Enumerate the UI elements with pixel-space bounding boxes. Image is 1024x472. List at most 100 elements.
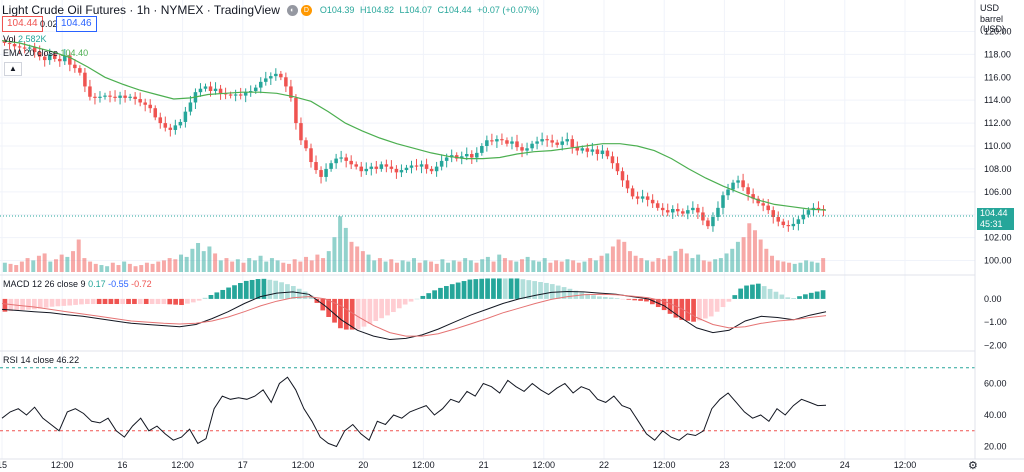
volume-bar bbox=[809, 261, 814, 272]
candle bbox=[464, 154, 469, 157]
price-tick-label: 110.00 bbox=[984, 141, 1011, 151]
volume-bar bbox=[321, 258, 326, 272]
symbol-title[interactable]: Light Crude Oil Futures · 1h · NYMEX · T… bbox=[2, 3, 280, 17]
macd-histogram-bar bbox=[185, 298, 190, 304]
unit-selector[interactable]: barrel (USD) bbox=[980, 14, 1005, 34]
time-tick-label: 12:00 bbox=[533, 460, 556, 470]
ohlc-change: +0.07 (+0.07%) bbox=[477, 5, 540, 15]
candle bbox=[726, 189, 730, 196]
rsi-tick-label: 40.00 bbox=[984, 410, 1007, 420]
volume-bar bbox=[468, 260, 473, 272]
candle bbox=[188, 102, 193, 112]
macd-histogram-bar bbox=[797, 296, 802, 299]
buy-price-button[interactable]: 104.46 bbox=[56, 16, 97, 32]
time-axis[interactable]: 15 12:00 16 12:00 17 12:00 20 12:00 21 12:00 22 12:… bbox=[0, 460, 916, 470]
macd-histogram-bar bbox=[137, 298, 143, 305]
macd-histogram-bar bbox=[720, 298, 726, 308]
volume-bar bbox=[292, 259, 297, 272]
volume-bar bbox=[514, 261, 519, 272]
volume-bar bbox=[269, 258, 274, 272]
macd-histogram-bar bbox=[502, 278, 508, 299]
volume-bar bbox=[775, 260, 780, 272]
candle bbox=[645, 196, 650, 200]
currency-selector[interactable]: USD bbox=[980, 3, 1000, 13]
macd-histogram-bar bbox=[84, 298, 90, 305]
volume-bar bbox=[144, 262, 149, 272]
macd-histogram-bar bbox=[126, 298, 131, 305]
candle bbox=[409, 165, 414, 168]
volume-bar bbox=[605, 253, 610, 272]
macd-histogram-bar bbox=[544, 282, 549, 299]
volume-bar bbox=[787, 262, 792, 272]
macd-histogram-bar bbox=[214, 292, 220, 299]
volume-bar bbox=[53, 259, 58, 272]
macd-histogram-bar bbox=[67, 298, 73, 306]
macd-histogram-bar bbox=[226, 287, 231, 299]
time-tick-label: 12:00 bbox=[653, 460, 676, 470]
candle bbox=[334, 158, 338, 164]
macd-histogram-bar bbox=[744, 285, 749, 299]
volume-bar bbox=[451, 260, 456, 272]
candle bbox=[500, 139, 504, 141]
candle bbox=[801, 214, 806, 220]
sell-price-button[interactable]: 104.44 bbox=[2, 16, 43, 32]
ohlc-open: O104.39 bbox=[319, 5, 355, 15]
macd-histogram-bar bbox=[96, 298, 102, 305]
macd-histogram-bar bbox=[143, 298, 149, 305]
candle bbox=[253, 87, 258, 92]
candle bbox=[78, 68, 82, 73]
candle bbox=[706, 220, 710, 227]
candle bbox=[374, 166, 379, 169]
candle bbox=[615, 163, 620, 172]
gear-icon[interactable]: ⚙ bbox=[968, 460, 978, 472]
macd-histogram-bar bbox=[43, 298, 49, 308]
macd-histogram-bar bbox=[120, 298, 126, 305]
macd-histogram-bar bbox=[338, 298, 343, 329]
candle bbox=[269, 76, 273, 79]
candle bbox=[625, 180, 630, 189]
macd-histogram-bar bbox=[714, 298, 720, 312]
candle bbox=[233, 94, 238, 96]
candle bbox=[590, 149, 595, 152]
macd-histogram-bar bbox=[820, 290, 826, 299]
macd-histogram-bar bbox=[650, 298, 655, 305]
volume-bar bbox=[122, 261, 127, 272]
macd-histogram-bar bbox=[514, 278, 520, 299]
volume-bar bbox=[423, 260, 428, 272]
volume-bar bbox=[394, 262, 399, 272]
volume-bar bbox=[281, 262, 286, 272]
candle bbox=[103, 95, 107, 97]
ohlc-low: L104.07 bbox=[399, 5, 433, 15]
chevron-up-icon[interactable]: ▲ bbox=[4, 62, 22, 76]
macd-histogram-bar bbox=[773, 291, 779, 299]
macd-histogram-bar bbox=[732, 295, 738, 299]
macd-histogram-bar bbox=[26, 298, 31, 310]
candle bbox=[183, 111, 188, 122]
volume-bar bbox=[559, 261, 564, 272]
candle bbox=[88, 86, 92, 97]
time-tick-label: 12:00 bbox=[292, 460, 315, 470]
candle bbox=[650, 199, 655, 204]
volume-bar bbox=[770, 255, 775, 272]
price-tick-label: 116.00 bbox=[984, 72, 1011, 82]
candle bbox=[248, 91, 253, 93]
price-tick-label: 100.00 bbox=[984, 256, 1012, 266]
time-tick-label: 12:00 bbox=[773, 460, 796, 470]
macd-histogram-bar bbox=[767, 288, 773, 299]
volume-bar bbox=[139, 265, 144, 272]
chart-header: Light Crude Oil Futures · 1h · NYMEX · T… bbox=[2, 2, 542, 18]
price-tick-label: 114.00 bbox=[984, 95, 1011, 105]
candle bbox=[12, 44, 17, 47]
volume-bar bbox=[519, 259, 524, 272]
candle bbox=[485, 140, 489, 146]
macd-histogram-bar bbox=[243, 280, 249, 299]
candle bbox=[535, 141, 539, 144]
volume-bar bbox=[264, 261, 269, 272]
candle bbox=[630, 188, 635, 197]
price-axis[interactable]: 100.00102.00104.00106.00108.00110.00112.… bbox=[984, 26, 1012, 451]
candle bbox=[63, 55, 67, 62]
volume-bar bbox=[718, 258, 723, 272]
candle bbox=[691, 207, 695, 211]
volume-bar bbox=[167, 258, 172, 272]
